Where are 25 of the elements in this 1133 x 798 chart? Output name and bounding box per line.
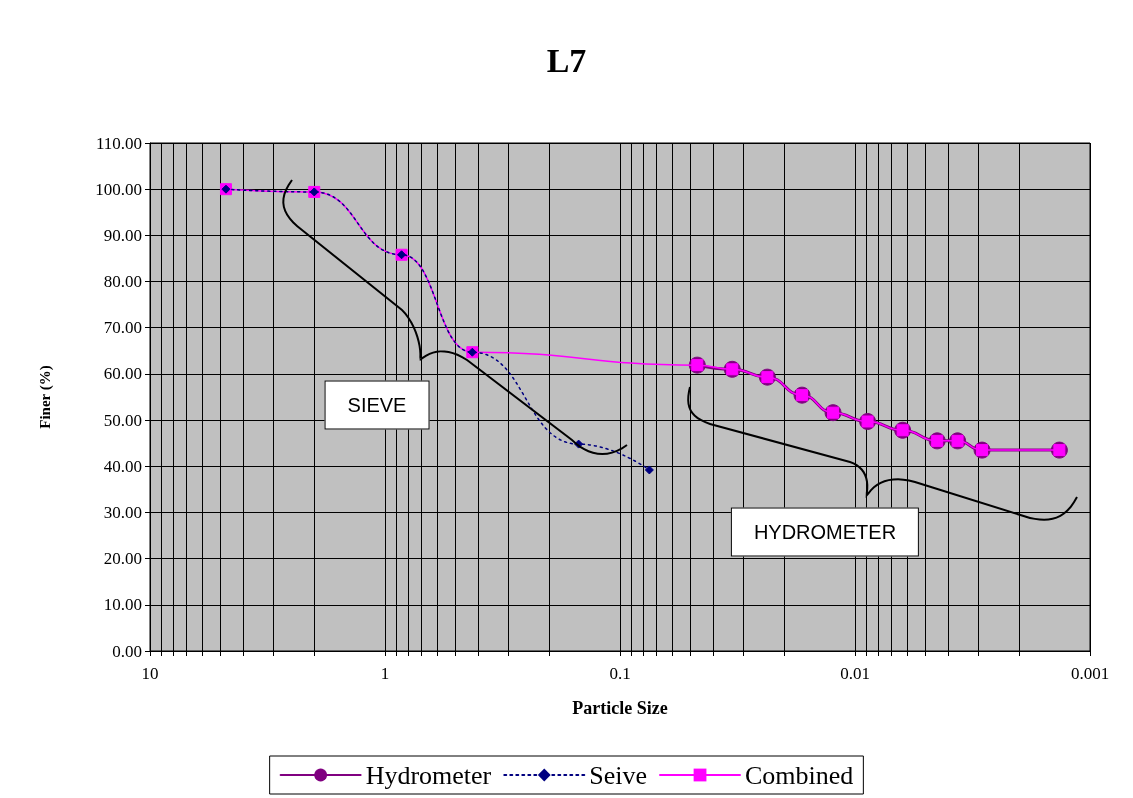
y-tick-label: 100.00 xyxy=(95,179,142,199)
legend-label: Hydrometer xyxy=(365,760,492,790)
y-tick-label: 0.00 xyxy=(112,641,142,661)
y-tick-label: 20.00 xyxy=(103,549,142,569)
y-tick-label: 50.00 xyxy=(103,410,142,430)
x-tick-label: 1 xyxy=(380,664,390,683)
y-tick-label: 40.00 xyxy=(103,456,142,476)
y-tick-label: 30.00 xyxy=(103,502,142,522)
annotation: HYDROMETER xyxy=(730,507,920,557)
annotation: SIEVE xyxy=(324,380,430,430)
y-axis-title: Finer (%) xyxy=(36,365,54,429)
y-tick-label: 60.00 xyxy=(103,364,142,384)
x-tick-label: 0.1 xyxy=(609,664,631,683)
x-tick-label: 0.001 xyxy=(1070,664,1110,683)
x-tick-label: 0.01 xyxy=(840,664,870,683)
y-tick-label: 80.00 xyxy=(103,272,142,292)
legend-label: Seive xyxy=(589,760,648,790)
x-tick-label: 10 xyxy=(141,664,159,683)
y-tick-label: 10.00 xyxy=(103,595,142,615)
y-tick-label: 110.00 xyxy=(95,133,142,153)
y-tick-label: 90.00 xyxy=(103,225,142,245)
y-tick-label: 70.00 xyxy=(103,318,142,338)
x-axis-title: Particle Size xyxy=(572,698,668,718)
legend-label: Combined xyxy=(745,760,854,790)
chart-title: L7 xyxy=(546,41,587,79)
